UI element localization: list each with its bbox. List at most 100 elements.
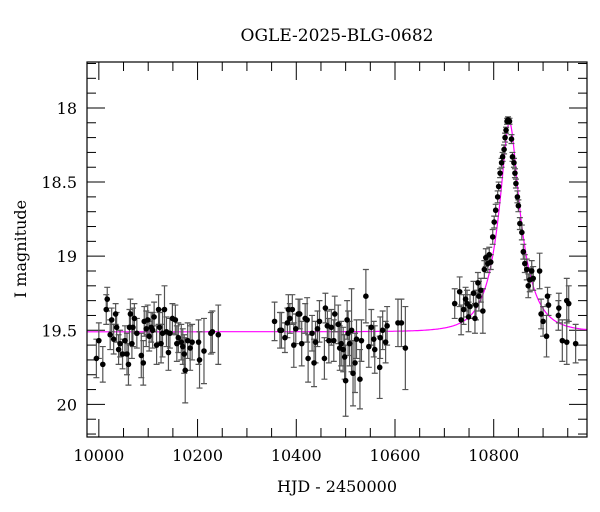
data-point (285, 306, 292, 313)
data-point (289, 306, 296, 313)
data-point (519, 229, 525, 236)
data-point (321, 355, 328, 362)
data-point (287, 315, 293, 322)
data-point (341, 354, 348, 360)
data-point (330, 337, 337, 344)
data-point (456, 288, 463, 295)
data-point (363, 293, 369, 299)
data-point (502, 134, 508, 141)
x-tick-label: 10000 (73, 446, 124, 465)
data-point (499, 154, 506, 160)
axis-ticks (87, 62, 587, 437)
data-point (497, 170, 503, 176)
x-axis-label: HJD - 2450000 (277, 477, 397, 496)
data-point (492, 207, 499, 214)
data-point (195, 339, 202, 345)
data-point (379, 327, 386, 334)
data-point (179, 343, 186, 350)
data-point (110, 336, 117, 342)
data-point (480, 308, 486, 314)
data-point (563, 339, 570, 345)
data-point (520, 248, 527, 255)
data-point (478, 287, 484, 294)
chart-title: OGLE-2025-BLG-0682 (241, 26, 434, 46)
y-tick-label: 19 (57, 247, 77, 266)
data-point (476, 293, 482, 299)
data-point (175, 334, 182, 341)
x-tick-label: 10200 (172, 446, 223, 465)
data-point (103, 306, 110, 313)
data-point (187, 345, 193, 351)
data-point (331, 311, 338, 317)
data-point (344, 317, 350, 323)
data-point (489, 234, 496, 240)
data-point (470, 290, 477, 297)
data-point (472, 315, 478, 322)
data-point (153, 342, 160, 348)
data-point (467, 303, 473, 310)
data-point (316, 318, 323, 325)
data-point (291, 342, 297, 348)
data-point (342, 377, 349, 384)
data-point (165, 349, 172, 356)
data-point (129, 340, 135, 347)
error-bars (93, 116, 579, 417)
y-tick-label: 19.5 (41, 321, 77, 340)
data-point (104, 296, 111, 302)
data-point (138, 352, 145, 359)
data-point (117, 340, 123, 347)
data-point (298, 340, 305, 347)
data-point (201, 348, 207, 354)
data-point (495, 183, 502, 190)
data-point (515, 202, 522, 209)
data-point (501, 146, 507, 153)
data-point (368, 324, 375, 331)
data-point (124, 351, 130, 357)
data-point (127, 311, 134, 317)
data-point (512, 170, 518, 176)
data-point (377, 334, 383, 341)
data-point (475, 280, 481, 286)
y-tick-label: 18.5 (41, 173, 77, 192)
data-point (167, 330, 173, 337)
x-tick-label: 10800 (468, 446, 519, 465)
data-point (538, 311, 544, 317)
data-point (311, 360, 317, 366)
data-point (182, 367, 189, 374)
data-point (140, 360, 147, 366)
data-point (156, 324, 163, 331)
data-point (358, 337, 365, 344)
data-point (555, 312, 562, 319)
data-point (491, 219, 498, 225)
data-points (93, 117, 579, 384)
tick-labels: 10000 10200 10400 10600 10800 18 18.5 19 19.5 20 (41, 99, 519, 465)
y-tick-label: 18 (57, 99, 77, 118)
data-point (181, 351, 188, 357)
data-point (545, 302, 552, 308)
data-point (113, 324, 120, 331)
data-point (346, 340, 353, 347)
data-point (122, 337, 128, 344)
data-point (398, 320, 405, 326)
data-point (458, 317, 464, 323)
y-axis-label: I magnitude (11, 200, 30, 298)
data-point (209, 328, 216, 335)
data-point (271, 318, 278, 325)
data-point (556, 305, 562, 311)
data-point (460, 306, 467, 313)
plot-frame (86, 61, 588, 438)
data-point (155, 306, 162, 313)
data-point (314, 325, 321, 332)
data-point (93, 355, 100, 362)
data-point (348, 327, 355, 334)
data-point (309, 330, 315, 337)
data-point (465, 314, 472, 320)
data-point (366, 343, 372, 350)
data-point (304, 317, 310, 323)
data-point (370, 336, 377, 342)
data-point (134, 330, 140, 337)
data-point (481, 266, 488, 273)
data-point (161, 306, 168, 313)
data-point (328, 324, 335, 331)
data-point (494, 194, 501, 200)
